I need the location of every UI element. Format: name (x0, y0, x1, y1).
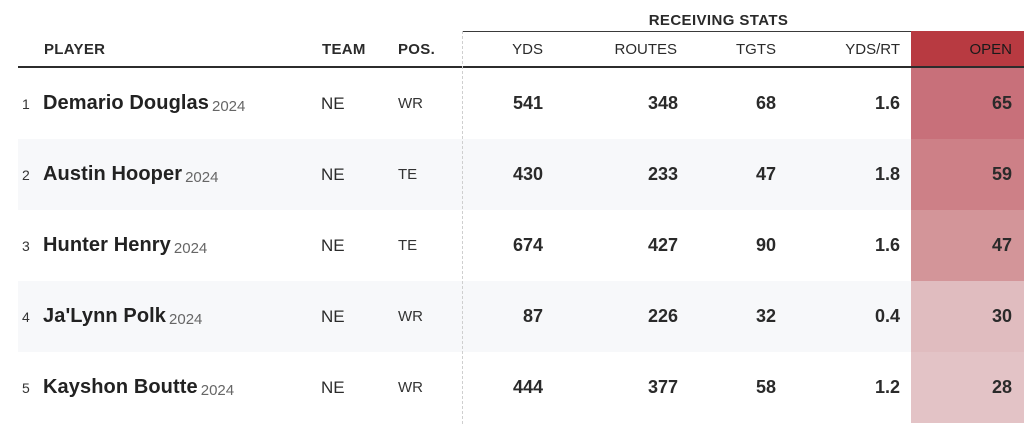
player-season: 2024 (185, 168, 219, 186)
yds-value: 674 (512, 235, 543, 255)
player-season: 2024 (211, 97, 246, 115)
player-cell: Hunter Henry 2024 (43, 210, 207, 281)
player-name[interactable]: Austin Hooper (43, 163, 183, 185)
column-header-open[interactable]: OPEN (969, 41, 1012, 58)
player-cell: Kayshon Boutte 2024 (43, 352, 234, 423)
rank: 4 (22, 308, 30, 325)
open-value: 30 (911, 281, 1024, 352)
tgts-value: 32 (755, 306, 776, 326)
position: TE (398, 237, 418, 254)
column-header-tgts[interactable]: TGTS (736, 41, 776, 58)
tgts-value: 68 (755, 93, 776, 113)
player-season: 2024 (169, 310, 203, 328)
yds-per-route-value: 1.8 (874, 164, 900, 184)
rank: 2 (22, 166, 30, 183)
routes-value: 427 (647, 235, 678, 255)
column-group-divider (462, 31, 463, 424)
player-cell: Demario Douglas 2024 (43, 68, 245, 139)
player-name[interactable]: Demario Douglas (43, 92, 209, 114)
table-row[interactable]: 1 Demario Douglas 2024 NE WR 541 348 68 … (18, 68, 1024, 139)
player-season: 2024 (173, 239, 208, 257)
table-row[interactable]: 5 Kayshon Boutte 2024 NE WR 444 377 58 1… (18, 352, 1024, 423)
position: WR (398, 379, 423, 396)
routes-value: 226 (647, 306, 678, 326)
team: NE (321, 377, 345, 397)
position: WR (398, 308, 423, 325)
table-row[interactable]: 3 Hunter Henry 2024 NE TE 674 427 90 1.6… (18, 210, 1024, 281)
position: WR (398, 95, 423, 112)
tgts-value: 58 (755, 377, 776, 397)
player-name[interactable]: Ja'Lynn Polk (43, 305, 167, 327)
yds-value: 444 (512, 377, 543, 397)
open-value: 47 (911, 210, 1024, 281)
yds-per-route-value: 0.4 (874, 306, 900, 326)
player-cell: Austin Hooper 2024 (43, 139, 218, 210)
position: TE (398, 166, 418, 183)
yds-value: 430 (512, 164, 543, 184)
column-header-pos[interactable]: POS. (398, 41, 436, 58)
open-column-header-bg (911, 31, 1024, 67)
routes-value: 233 (647, 164, 678, 184)
player-name[interactable]: Kayshon Boutte (43, 376, 198, 398)
open-value: 65 (911, 68, 1024, 139)
open-value: 28 (911, 352, 1024, 423)
yds-value: 87 (522, 306, 543, 326)
column-header-yds-rt[interactable]: YDS/RT (845, 41, 900, 58)
player-name[interactable]: Hunter Henry (43, 234, 171, 256)
yds-per-route-value: 1.2 (874, 377, 900, 397)
column-header-player[interactable]: PLAYER (44, 41, 106, 58)
rank: 1 (22, 95, 30, 112)
receiving-stats-group-header: RECEIVING STATS (463, 0, 1024, 32)
yds-per-route-value: 1.6 (874, 235, 900, 255)
rank: 3 (22, 237, 30, 254)
routes-value: 377 (647, 377, 678, 397)
team: NE (321, 164, 345, 184)
team: NE (321, 306, 345, 326)
open-value: 59 (911, 139, 1024, 210)
header-divider (18, 66, 1024, 68)
team: NE (321, 235, 345, 255)
table-row[interactable]: 4 Ja'Lynn Polk 2024 NE WR 87 226 32 0.4 … (18, 281, 1024, 352)
column-header-yds[interactable]: YDS (512, 41, 543, 58)
team: NE (321, 93, 345, 113)
column-header-routes[interactable]: ROUTES (614, 41, 677, 58)
player-cell: Ja'Lynn Polk 2024 (43, 281, 202, 352)
column-header-team[interactable]: TEAM (322, 41, 366, 58)
group-header-label: RECEIVING STATS (648, 12, 789, 29)
yds-value: 541 (512, 93, 543, 113)
tgts-value: 90 (755, 235, 776, 255)
table-row[interactable]: 2 Austin Hooper 2024 NE TE 430 233 47 1.… (18, 139, 1024, 210)
rank: 5 (22, 379, 30, 396)
routes-value: 348 (647, 93, 678, 113)
player-season: 2024 (200, 381, 235, 399)
tgts-value: 47 (755, 164, 776, 184)
yds-per-route-value: 1.6 (874, 93, 900, 113)
